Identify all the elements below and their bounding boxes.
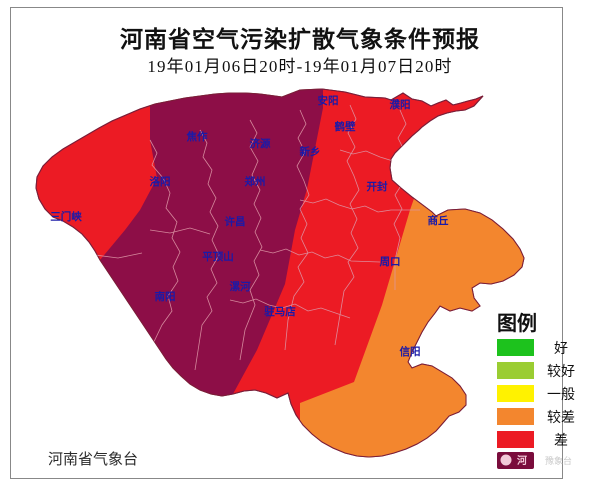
svg-text:焦作: 焦作 (186, 130, 208, 143)
svg-text:鹤壁: 鹤壁 (334, 120, 356, 133)
svg-text:安阳: 安阳 (318, 94, 339, 107)
svg-text:许昌: 许昌 (225, 215, 246, 228)
svg-text:好: 好 (554, 340, 568, 356)
svg-text:信阳: 信阳 (400, 345, 421, 358)
svg-text:较好: 较好 (547, 363, 575, 379)
svg-text:郑州: 郑州 (245, 175, 266, 188)
svg-text:南阳: 南阳 (155, 290, 176, 303)
svg-text:驻马店: 驻马店 (264, 305, 296, 318)
svg-text:豫象台: 豫象台 (545, 455, 572, 466)
svg-text:差: 差 (554, 432, 568, 448)
svg-text:济源: 济源 (250, 137, 271, 150)
svg-text:开封: 开封 (367, 180, 388, 193)
svg-text:漯河: 漯河 (230, 280, 251, 293)
svg-text:较差: 较差 (547, 409, 575, 425)
svg-text:新乡: 新乡 (300, 145, 321, 158)
svg-text:三门峡: 三门峡 (50, 210, 82, 223)
svg-text:濮阳: 濮阳 (390, 98, 411, 111)
svg-text:洛阳: 洛阳 (150, 175, 171, 188)
svg-text:平顶山: 平顶山 (202, 250, 234, 263)
svg-text:图例: 图例 (497, 311, 537, 335)
svg-text:周口: 周口 (380, 256, 401, 268)
svg-text:一般: 一般 (547, 386, 575, 402)
svg-text:商丘: 商丘 (428, 214, 449, 227)
svg-text:河: 河 (517, 455, 527, 467)
